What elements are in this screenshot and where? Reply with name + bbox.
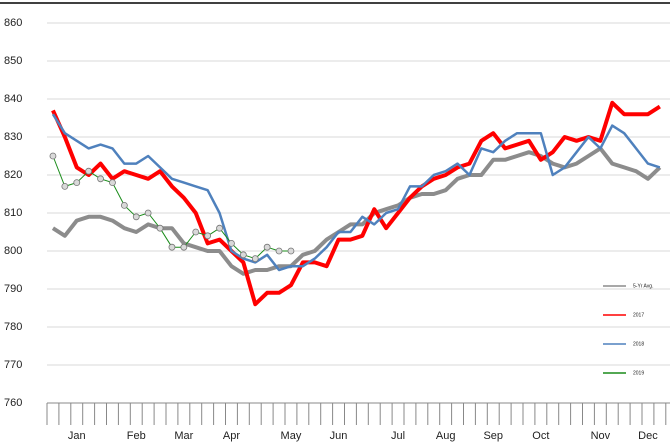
y-tick-label: 770 <box>4 359 22 371</box>
x-tick-label: Jun <box>330 430 348 442</box>
x-tick-label: Mar <box>174 430 193 442</box>
point <box>275 247 283 255</box>
point <box>204 232 212 240</box>
legend-label: 2019 <box>633 370 644 376</box>
y-tick-label: 840 <box>4 93 22 105</box>
legend-label: 2018 <box>633 341 644 347</box>
point <box>156 224 164 232</box>
point <box>85 167 93 175</box>
point <box>228 239 235 247</box>
y-tick-label: 850 <box>4 55 22 67</box>
x-tick-label: Dec <box>638 430 658 442</box>
x-tick-label: Feb <box>127 430 146 442</box>
point <box>251 255 259 263</box>
y-tick-label: 810 <box>4 207 22 219</box>
x-tick-label: Jul <box>391 430 405 442</box>
point <box>168 243 176 251</box>
y-tick-label: 830 <box>4 131 22 143</box>
x-tick-label: Oct <box>532 430 549 442</box>
point <box>192 228 200 236</box>
y-tick-label: 760 <box>4 397 22 409</box>
point <box>287 247 295 255</box>
y-tick-label: 780 <box>4 321 22 333</box>
point <box>61 182 69 190</box>
x-tick-label: Aug <box>436 430 456 442</box>
series-line <box>51 113 661 272</box>
legend-label: 2017 <box>633 312 644 318</box>
point <box>49 152 57 160</box>
point <box>120 201 128 209</box>
series-line <box>51 100 661 307</box>
x-tick-label: Apr <box>223 430 240 442</box>
y-tick-label: 820 <box>4 169 22 181</box>
legend-label: 5-Yr Avg. <box>633 283 653 289</box>
point <box>144 209 152 217</box>
point <box>216 224 223 232</box>
point <box>239 251 247 259</box>
x-tick-label: Nov <box>591 430 611 442</box>
y-tick-label: 860 <box>4 17 22 29</box>
series-line <box>51 146 662 276</box>
y-tick-label: 790 <box>4 283 22 295</box>
point <box>180 243 188 251</box>
point <box>97 175 104 183</box>
point <box>109 179 116 187</box>
x-tick-label: Jan <box>68 430 86 442</box>
x-tick-label: Sep <box>483 430 503 442</box>
point <box>73 179 81 187</box>
point <box>263 243 271 251</box>
x-tick-label: May <box>281 430 302 442</box>
point <box>132 213 140 221</box>
y-tick-label: 800 <box>4 245 22 257</box>
